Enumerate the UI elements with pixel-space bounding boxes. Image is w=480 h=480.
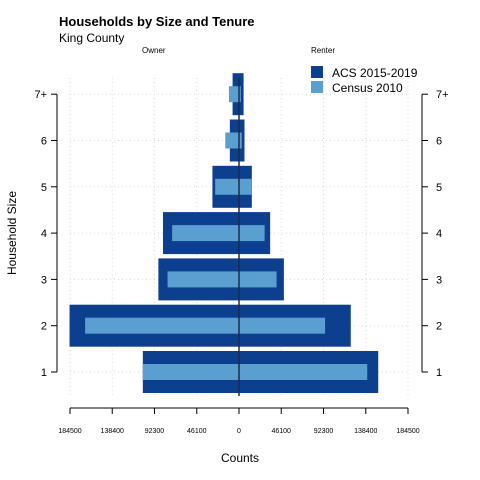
chart-subtitle: King County: [59, 31, 125, 45]
x-tick-label: 184500: [396, 428, 419, 435]
bar-census-3: [167, 271, 277, 288]
y-tick-label-left: 3: [41, 274, 47, 286]
x-tick-label: 0: [237, 428, 241, 435]
y-tick-label-right: 1: [436, 367, 442, 379]
bar-census-2: [85, 317, 326, 334]
chart-title: Households by Size and Tenure: [59, 14, 255, 29]
y-tick-label-left: 2: [41, 321, 47, 333]
bars: [69, 73, 379, 393]
bar-census-4: [172, 225, 265, 242]
owner-panel-label: Owner: [142, 46, 166, 55]
x-tick-label: 184500: [58, 428, 81, 435]
bar-census-6: [225, 132, 242, 149]
y-tick-label-right: 4: [436, 228, 442, 240]
y-tick-label-left: 5: [41, 182, 47, 194]
bar-census-7+: [228, 86, 241, 103]
y-tick-label-left: 1: [41, 367, 47, 379]
y-tick-label-right: 5: [436, 182, 442, 194]
y-tick-label-right: 7+: [436, 89, 449, 101]
bar-census-5: [215, 178, 252, 195]
bar-census-1: [142, 364, 368, 380]
y-tick-label-right: 2: [436, 321, 442, 333]
x-tick-label: 138400: [354, 428, 377, 435]
x-tick-label: 46100: [271, 428, 291, 435]
x-tick-label: 46100: [187, 428, 207, 435]
legend-swatch: [311, 66, 323, 78]
y-tick-label-left: 6: [41, 136, 47, 148]
y-tick-label-left: 4: [41, 228, 47, 240]
renter-panel-label: Renter: [311, 46, 336, 55]
x-axis-label: Counts: [220, 451, 260, 465]
legend-swatch: [311, 81, 323, 93]
y-tick-label-right: 6: [436, 136, 442, 148]
legend-label: ACS 2015-2019: [332, 66, 418, 80]
y-tick-label-left: 7+: [34, 89, 47, 101]
x-tick-label: 92300: [314, 428, 334, 435]
y-tick-label-right: 3: [436, 274, 442, 286]
x-tick-label: 138400: [101, 428, 124, 435]
legend-label: Census 2010: [332, 81, 403, 95]
x-tick-label: 92300: [145, 428, 165, 435]
